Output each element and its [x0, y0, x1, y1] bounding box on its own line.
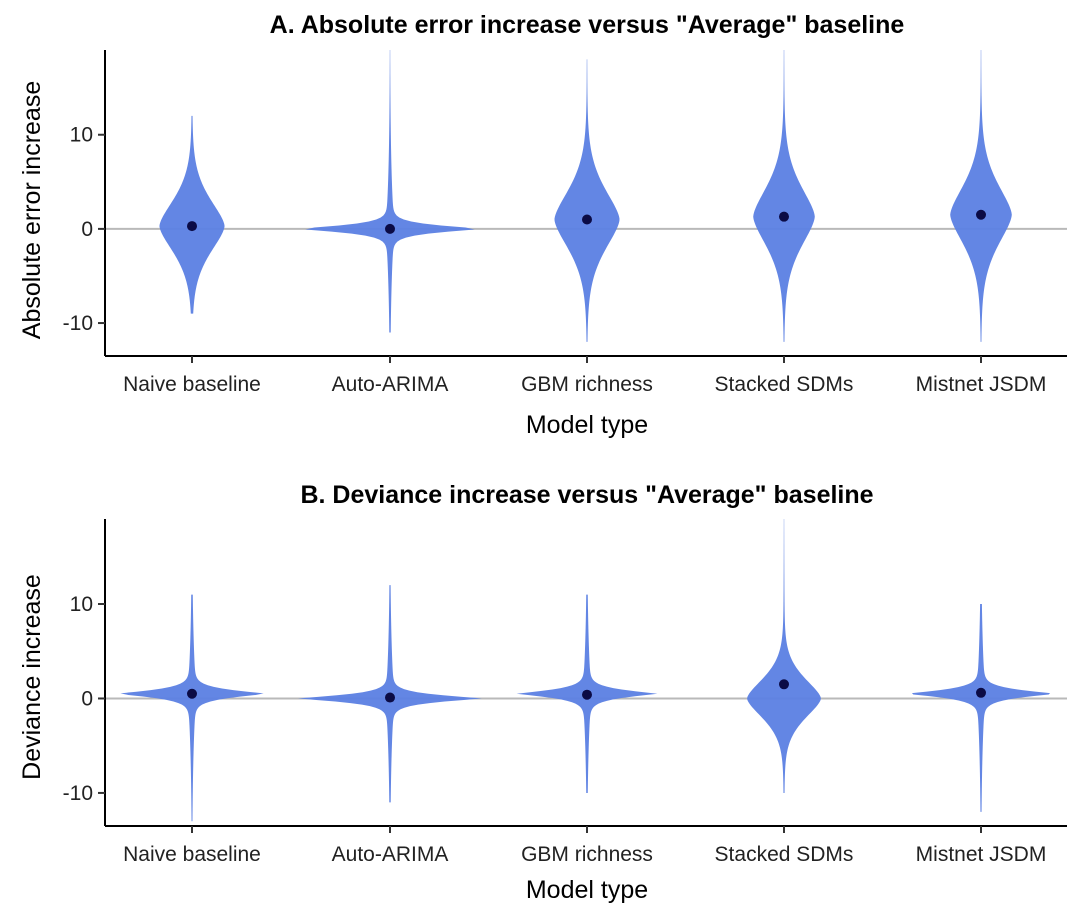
y-tick-label: 10 — [70, 124, 93, 147]
x-tick-label: Mistnet JSDM — [916, 373, 1047, 396]
y-tick-label: -10 — [63, 312, 93, 335]
y-axis-label: Deviance increase — [18, 574, 46, 780]
panel-b: B. Deviance increase versus "Average" ba… — [18, 481, 1067, 904]
chart-title: A. Absolute error increase versus "Avera… — [270, 11, 905, 39]
x-axis-label: Model type — [526, 876, 648, 904]
y-tick-label: -10 — [63, 782, 93, 805]
mean-point — [779, 211, 789, 222]
x-tick-label: GBM richness — [521, 373, 653, 396]
violin-0 — [120, 594, 264, 822]
mean-point — [976, 209, 986, 220]
mean-point — [582, 214, 592, 225]
x-tick-label: Auto-ARIMA — [332, 843, 449, 866]
x-tick-label: Auto-ARIMA — [332, 373, 449, 396]
mean-point — [385, 692, 395, 703]
violin-3 — [753, 50, 815, 342]
y-tick-label: 10 — [70, 593, 93, 616]
y-axis-label: Absolute error increase — [18, 81, 46, 339]
plot-area: -10 0 10 Naive baseline Auto-ARIMA GBM richne… — [63, 519, 1067, 866]
y-tick-label: 0 — [81, 218, 93, 241]
x-tick-label: Mistnet JSDM — [916, 843, 1047, 866]
mean-point — [385, 223, 395, 234]
mean-point — [187, 221, 197, 232]
violin-4 — [911, 604, 1051, 812]
x-tick-label: Naive baseline — [123, 373, 261, 396]
x-axis-label: Model type — [526, 411, 648, 439]
plot-area: -10 0 10 Naive baseline Auto-ARIMA GBM richne… — [63, 50, 1067, 396]
mean-point — [779, 679, 789, 690]
x-tick-label: GBM richness — [521, 843, 653, 866]
mean-point — [976, 687, 986, 698]
violin-2 — [554, 59, 620, 342]
violin-0 — [159, 115, 225, 314]
violin-1 — [305, 50, 475, 333]
violin-4 — [950, 50, 1012, 342]
x-tick-label: Stacked SDMs — [715, 843, 854, 866]
violin-3 — [747, 519, 821, 793]
panel-a: A. Absolute error increase versus "Avera… — [18, 11, 1067, 439]
mean-point — [582, 689, 592, 700]
chart-title: B. Deviance increase versus "Average" ba… — [300, 481, 873, 509]
x-tick-label: Naive baseline — [123, 843, 261, 866]
x-tick-label: Stacked SDMs — [715, 373, 854, 396]
y-tick-label: 0 — [81, 687, 93, 710]
mean-point — [187, 688, 197, 699]
